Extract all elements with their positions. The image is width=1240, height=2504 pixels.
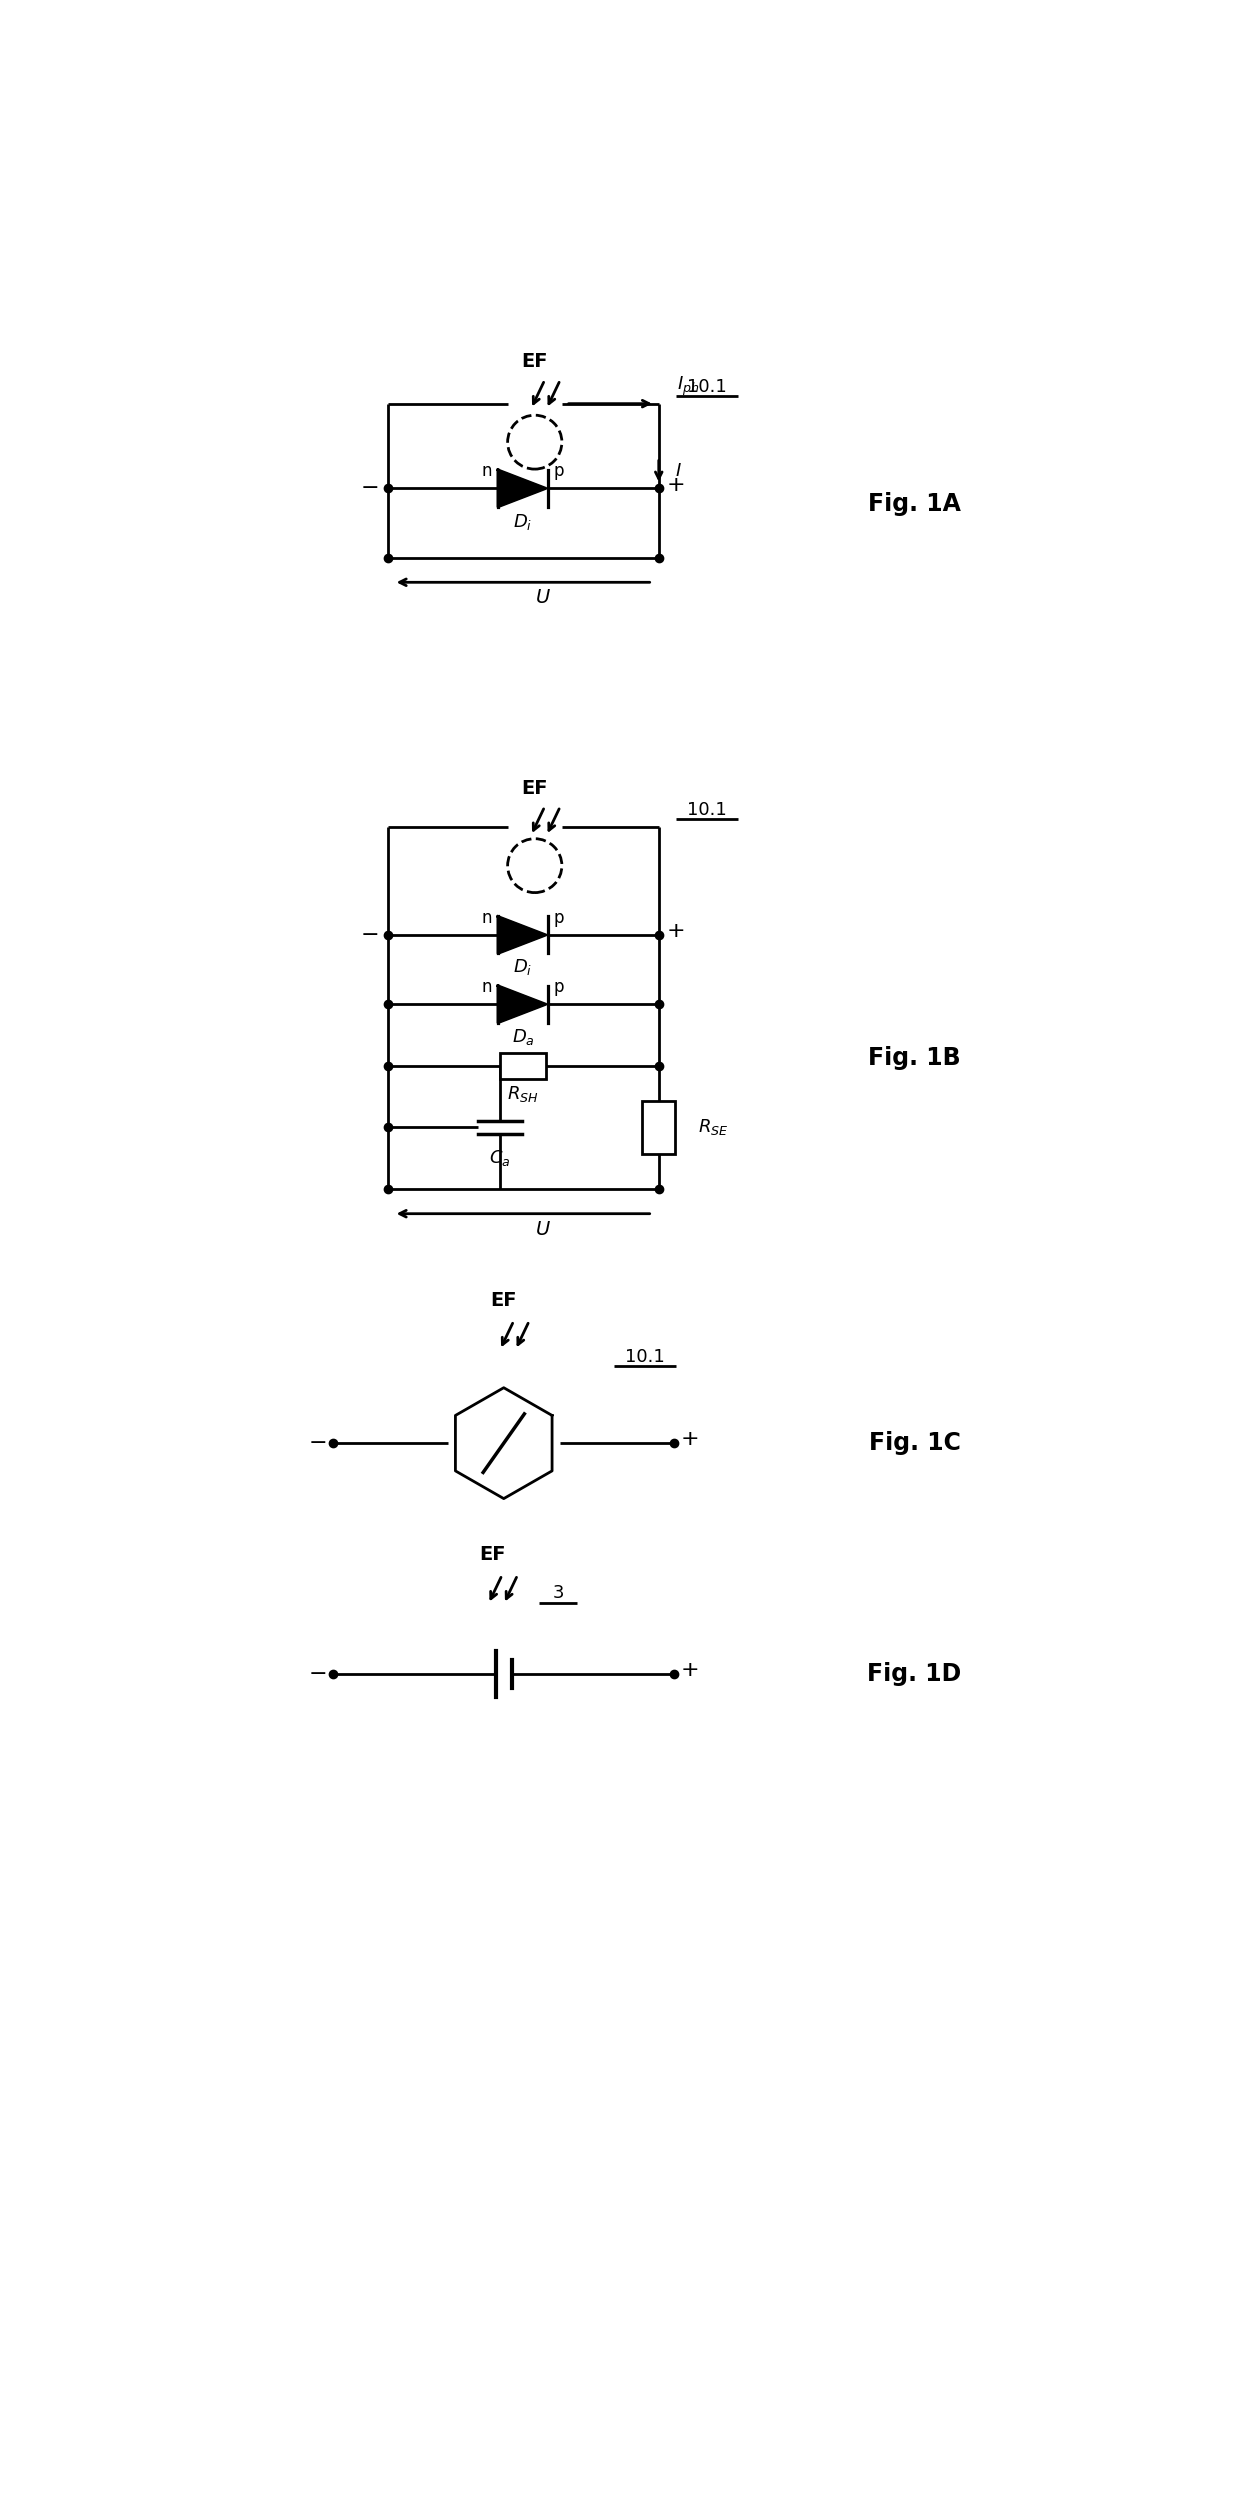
Text: $R_{SH}$: $R_{SH}$ <box>507 1084 539 1104</box>
Text: n: n <box>482 909 492 926</box>
Text: 10.1: 10.1 <box>687 801 727 819</box>
Text: $D_i$: $D_i$ <box>513 957 533 977</box>
Text: n: n <box>482 463 492 481</box>
Text: p: p <box>554 909 564 926</box>
Text: 3: 3 <box>552 1585 564 1603</box>
Text: EF: EF <box>491 1292 517 1310</box>
Text: U: U <box>536 1219 549 1239</box>
Bar <box>500 1052 547 1079</box>
Text: n: n <box>482 979 492 997</box>
Text: +: + <box>681 1660 699 1680</box>
Text: EF: EF <box>522 779 548 799</box>
Text: 10.1: 10.1 <box>625 1347 665 1365</box>
Text: $D_a$: $D_a$ <box>512 1027 534 1047</box>
Text: U: U <box>536 588 549 606</box>
Text: Fig. 1A: Fig. 1A <box>868 491 961 516</box>
Text: −: − <box>361 924 379 944</box>
Text: Fig. 1D: Fig. 1D <box>867 1663 962 1685</box>
Text: $I_{ph}$: $I_{ph}$ <box>677 376 699 398</box>
Text: $R_{SE}$: $R_{SE}$ <box>697 1117 728 1137</box>
Text: EF: EF <box>522 351 548 371</box>
Text: +: + <box>666 476 686 493</box>
Text: p: p <box>554 979 564 997</box>
Text: +: + <box>681 1430 699 1450</box>
Text: Fig. 1B: Fig. 1B <box>868 1047 961 1069</box>
Polygon shape <box>498 987 546 1022</box>
Text: −: − <box>309 1432 327 1452</box>
Polygon shape <box>498 471 546 506</box>
Polygon shape <box>498 916 546 954</box>
Text: +: + <box>666 921 686 942</box>
Text: p: p <box>554 463 564 481</box>
Bar <box>642 1102 675 1154</box>
Text: −: − <box>361 478 379 498</box>
Text: I: I <box>676 463 681 481</box>
Text: −: − <box>309 1665 327 1685</box>
Text: $C_a$: $C_a$ <box>489 1149 511 1169</box>
Text: Fig. 1C: Fig. 1C <box>868 1432 961 1455</box>
Text: EF: EF <box>479 1545 506 1565</box>
Text: 10.1: 10.1 <box>687 378 727 396</box>
Text: $D_i$: $D_i$ <box>513 513 533 533</box>
